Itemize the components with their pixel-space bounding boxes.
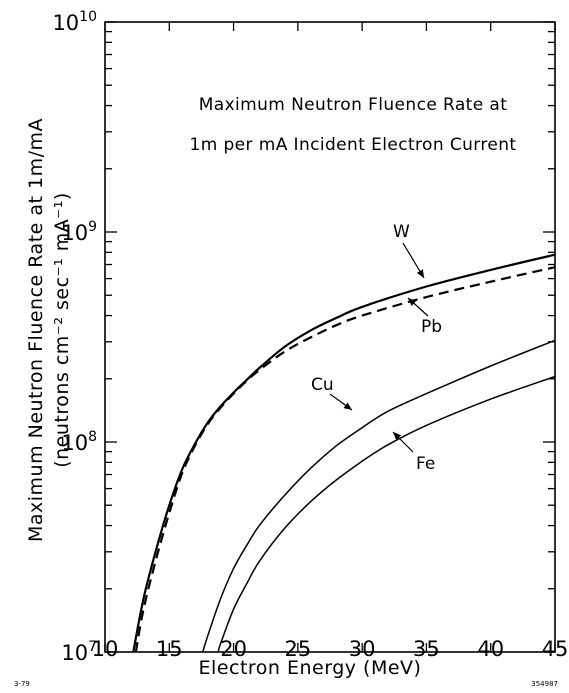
series-w-line <box>132 253 556 653</box>
curve-labels: W Pb Cu Fe <box>311 222 442 474</box>
y-tick-labels: 107 108 109 1010 <box>52 9 97 665</box>
corner-note-right: 354987 <box>531 680 558 688</box>
y-tick-label: 1010 <box>52 9 97 35</box>
plot-frame <box>104 21 556 653</box>
x-tick-label: 30 <box>349 637 376 661</box>
arrowhead-fe <box>393 432 402 441</box>
tick-marks <box>104 21 556 653</box>
x-tick-label: 35 <box>413 637 440 661</box>
series-cu-line <box>201 339 556 653</box>
y-tick-label: 109 <box>61 219 97 245</box>
arrowhead-w <box>416 269 424 278</box>
series-curves <box>132 253 556 653</box>
x-tick-label: 15 <box>156 637 183 661</box>
y-tick-label: 107 <box>61 639 97 665</box>
x-tick-label: 25 <box>284 637 311 661</box>
y-axis-title-line-1: Maximum Neutron Fluence Rate at 1m/mA <box>25 118 47 542</box>
x-tick-labels: 10 15 20 25 30 35 40 45 <box>92 637 569 661</box>
arrowhead-cu <box>343 402 352 410</box>
series-pb-line <box>134 266 556 653</box>
label-pb: Pb <box>421 317 442 337</box>
x-tick-label: 20 <box>220 637 247 661</box>
x-tick-label: 40 <box>477 637 504 661</box>
label-fe: Fe <box>416 454 435 474</box>
corner-note-left: 3-79 <box>14 680 30 688</box>
x-tick-label: 10 <box>92 637 119 661</box>
chart-title-line-2: 1m per mA Incident Electron Current <box>190 135 517 155</box>
x-tick-label: 45 <box>542 637 569 661</box>
x-axis-title: Electron Energy (MeV) <box>199 657 422 679</box>
series-fe-line <box>217 375 556 653</box>
y-axis-title-line-2: (neutrons cm⁻² sec⁻¹ mA⁻¹) <box>51 192 73 468</box>
chart-title-line-1: Maximum Neutron Fluence Rate at <box>199 95 508 115</box>
arrowhead-pb <box>408 298 417 306</box>
label-cu: Cu <box>311 375 334 395</box>
y-tick-label: 108 <box>61 429 97 455</box>
label-w: W <box>393 222 410 242</box>
